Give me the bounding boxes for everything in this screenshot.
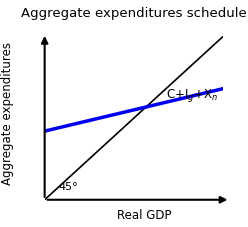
Text: C+I$_g$+X$_n$: C+I$_g$+X$_n$ bbox=[166, 87, 218, 104]
Text: Real GDP: Real GDP bbox=[117, 210, 171, 222]
Text: Aggregate expenditures: Aggregate expenditures bbox=[1, 42, 14, 185]
Text: Aggregate expenditures schedule: Aggregate expenditures schedule bbox=[21, 7, 247, 20]
Text: 45°: 45° bbox=[58, 182, 78, 192]
